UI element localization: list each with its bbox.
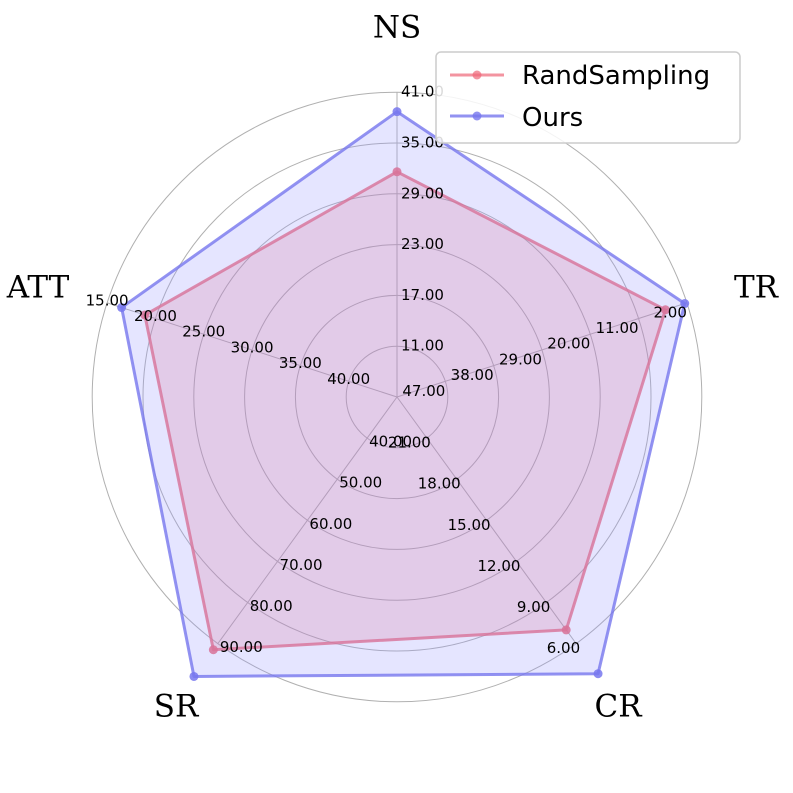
tick-label-cr: 15.00: [448, 516, 491, 534]
tick-label-sr: 40.00: [369, 433, 412, 451]
tick-label-tr: 20.00: [547, 335, 590, 353]
tick-labels: 41.00 35.00 29.00 23.00 17.00 11.00 2.00 11.00 2…: [86, 83, 687, 657]
point-randsampling-sr: [208, 645, 218, 655]
spoke-tr: [396, 302, 688, 398]
tick-label-cr: 9.00: [517, 598, 550, 616]
point-ours-tr: [680, 299, 690, 309]
series-layer: [117, 107, 690, 681]
tick-label-cr: 21.00: [388, 434, 431, 452]
tick-label-att: 15.00: [86, 291, 129, 309]
tick-label-tr: 29.00: [499, 350, 542, 368]
point-randsampling-att: [140, 310, 150, 320]
tick-label-tr: 11.00: [596, 319, 639, 337]
tick-label-att: 25.00: [182, 323, 225, 341]
tick-label-sr: 50.00: [339, 474, 382, 492]
point-ours-ns: [392, 107, 402, 117]
tick-label-ns: 35.00: [401, 134, 444, 152]
spoke-sr: [217, 396, 398, 645]
legend-label-ours: Ours: [522, 103, 583, 133]
tick-label-cr: 6.00: [547, 639, 580, 657]
tick-label-ns: 29.00: [401, 184, 444, 202]
series-area-ours: [120, 110, 687, 678]
tick-label-tr: 2.00: [653, 303, 686, 321]
tick-label-ns: 23.00: [401, 235, 444, 253]
tick-label-tr: 47.00: [402, 382, 445, 400]
point-ours-sr: [189, 671, 199, 681]
tick-label-cr: 12.00: [477, 557, 520, 575]
axis-title-ns: NS: [373, 10, 421, 46]
tick-label-att: 20.00: [134, 307, 177, 325]
spoke-cr: [396, 396, 577, 645]
tick-label-att: 30.00: [231, 338, 274, 356]
point-randsampling-ns: [392, 167, 402, 177]
point-randsampling-tr: [660, 305, 670, 315]
axis-titles: NS TR CR SR ATT: [6, 10, 780, 725]
legend-marker-randsampling: [472, 70, 482, 80]
point-ours-att: [117, 303, 127, 313]
legend: RandSampling Ours: [435, 51, 741, 144]
point-ours-cr: [593, 669, 603, 679]
legend-marker-ours: [472, 111, 482, 121]
tick-label-sr: 80.00: [250, 597, 293, 615]
tick-label-cr: 18.00: [418, 475, 461, 493]
tick-label-ns: 41.00: [401, 83, 444, 101]
spoke-att: [106, 302, 398, 398]
legend-label-randsampling: RandSampling: [522, 61, 710, 91]
axis-title-sr: SR: [154, 689, 200, 725]
radar-grid: [91, 91, 703, 703]
series-area-randsampling: [143, 170, 667, 652]
tick-label-ns: 17.00: [401, 286, 444, 304]
tick-label-sr: 90.00: [220, 638, 263, 656]
tick-label-att: 35.00: [279, 354, 322, 372]
tick-label-sr: 60.00: [309, 515, 352, 533]
point-randsampling-cr: [561, 625, 571, 635]
axis-title-cr: CR: [594, 689, 643, 725]
tick-label-sr: 70.00: [280, 556, 323, 574]
axis-title-att: ATT: [6, 270, 70, 306]
tick-label-att: 40.00: [327, 370, 370, 388]
axis-title-tr: TR: [734, 270, 780, 306]
tick-label-ns: 11.00: [401, 337, 444, 355]
tick-label-tr: 38.00: [451, 366, 494, 384]
legend-frame: [435, 51, 741, 144]
